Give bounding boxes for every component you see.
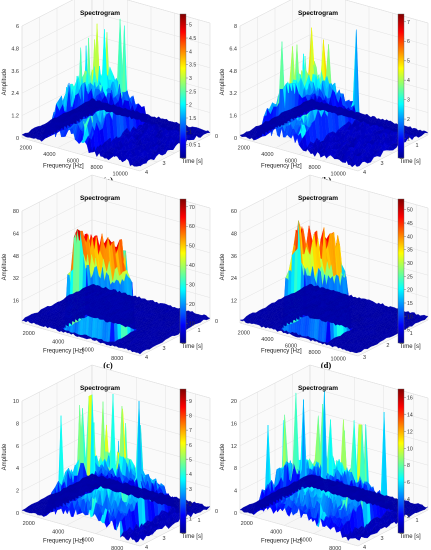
x-tick-label: 8000 [111,356,123,362]
colorbar-tick-label: 1.5 [189,116,196,122]
x-tick-label: 8000 [90,165,102,171]
colorbar-tick-label: 2.5 [189,89,196,95]
colorbar-tick-label: 4.5 [189,36,196,42]
chart-title: Spectrogram [80,195,120,202]
x-tick-label: 10000 [113,172,128,178]
colorbar-tick-label: 1 [189,129,192,135]
z-tick-label: 0 [234,136,237,142]
x-tick-label: 4000 [261,152,273,158]
y-tick-label: 1 [416,143,419,149]
y-axis-label: Time [s] [182,159,203,165]
x-tick-label: 10000 [331,172,346,178]
z-tick-label: 32 [13,276,19,282]
colorbar-tick-label: 6 [407,39,410,45]
z-tick-label: 3.6 [11,69,19,75]
y-tick-label: 0 [215,134,218,140]
y-axis-label: Time [s] [182,344,203,350]
y-tick-label: 3 [163,346,166,352]
colorbar [179,198,187,344]
x-tick-label: 2000 [20,145,32,151]
y-axis-label: Time [s] [400,159,421,165]
z-tick-label: 8 [234,24,237,30]
z-tick-label: 80 [13,209,19,215]
x-tick-label: 4000 [43,152,55,158]
z-tick-label: 3.2 [229,91,237,97]
colorbar-tick-label: 60 [189,224,195,230]
z-tick-label: 4.8 [229,69,237,75]
colorbar-tick-label: 5 [189,23,192,29]
z-axis-label: Amplitude [2,253,8,280]
surface [21,18,211,167]
colorbar-tick-label: 50 [189,244,195,250]
y-tick-label: 4 [363,170,366,176]
x-axis-label: Frequency [Hz] [261,164,302,170]
chart-title: Spectrogram [80,10,120,17]
y-tick-label: 4 [145,170,148,176]
colorbar-tick-label: 20 [189,302,195,308]
colorbar [179,13,187,159]
y-tick-label: 0 [215,319,218,325]
z-axis-label: Amplitude [2,68,8,95]
x-tick-label: 2000 [23,331,35,337]
colorbar-tick-label: 0.5 [189,143,196,149]
z-tick-label: 4.8 [11,46,19,52]
colorbar-tick-label: 40 [189,263,195,269]
colorbar-tick-label: 3.5 [189,63,196,69]
z-tick-label: 0 [16,136,19,142]
colorbar-tick-label: 1 [407,137,410,143]
chart-title: Spectrogram [298,10,338,17]
x-axis-label: Frequency [Hz] [43,349,84,355]
z-gridline [21,0,211,27]
z-tick-label: 1.6 [229,114,237,120]
y-gridline [21,137,141,172]
panel-b: 01.63.24.86.4820004000600080001000001234… [220,0,429,185]
colorbar-tick-label: 70 [189,205,195,211]
z-tick-label: 1.2 [11,114,19,120]
colorbar-tick-label: 10 [189,322,195,328]
y-tick-label: 3 [381,161,384,167]
z-tick-label: 6 [16,24,19,30]
z-axis-label: Amplitude [220,68,226,95]
panel-a: 01.22.43.64.8620004000600080001000001234… [2,0,218,185]
colorbar-tick-label: 3 [189,76,192,82]
panel-c: 1632486480200040006000800001234Frequency… [2,174,218,370]
panel-d: 12243648602000400060008000100000123Frequ… [220,174,429,370]
z-tick-label: 64 [13,231,19,237]
colorbar-tick-label: 30 [189,283,195,289]
y-tick-label: 1 [198,328,201,334]
colorbar-tick-label: 7 [407,20,410,26]
colorbar [397,13,405,159]
x-axis-label: Frequency [Hz] [43,164,84,170]
colorbar-tick-label: 4 [189,49,192,55]
colorbar-tick-label: 3 [407,98,410,104]
colorbar-tick-label: 4 [407,78,410,84]
z-tick-label: 2.4 [11,91,19,97]
z-tick-label: 16 [13,299,19,305]
colorbar-tick-label: 5 [407,59,410,65]
x-tick-label: 8000 [308,165,320,171]
colorbar-tick-label: 2 [189,103,192,109]
x-tick-label: 4000 [52,339,64,345]
y-tick-label: 3 [163,161,166,167]
x-tick-label: 2000 [238,145,250,151]
z-tick-label: 6.4 [229,46,237,52]
y-tick-label: 4 [145,355,148,361]
z-tick-label: 48 [13,254,19,260]
y-tick-label: 1 [198,143,201,149]
colorbar-tick-label: 2 [407,117,410,123]
